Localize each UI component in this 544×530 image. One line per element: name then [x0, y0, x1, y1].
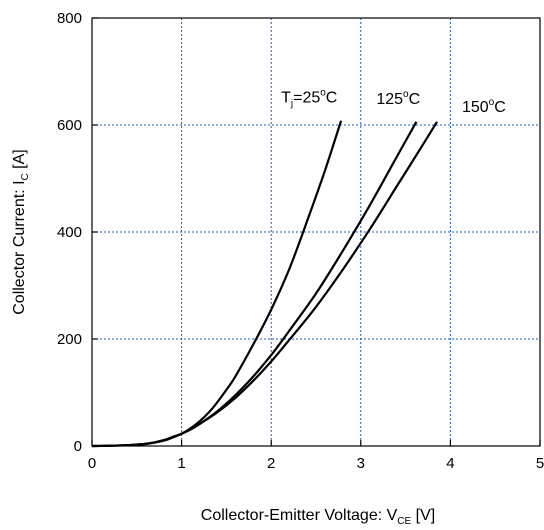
series-line: [91, 121, 418, 448]
series-line: [91, 120, 343, 448]
x-tick-label: 5: [536, 455, 544, 472]
series-label: Tj=25oC: [281, 88, 337, 110]
x-axis-label: Collector-Emitter Voltage: VCE [V]: [201, 507, 435, 527]
y-tick-label: 400: [57, 224, 82, 241]
series-label: 125oC: [376, 89, 420, 108]
grid: [92, 18, 540, 446]
y-tick-label: 600: [57, 117, 82, 134]
series-lines: [91, 120, 438, 448]
y-tick-label: 800: [57, 10, 82, 27]
x-tick-label: 0: [88, 455, 96, 472]
ticks: 0 1 2 3 4 5 0 200 400 600 800: [57, 10, 544, 472]
x-tick-label: 1: [177, 455, 185, 472]
y-tick-label: 200: [57, 331, 82, 348]
x-tick-label: 3: [357, 455, 365, 472]
x-tick-label: 4: [446, 455, 454, 472]
series-line: [91, 121, 438, 448]
y-tick-label: 0: [74, 438, 82, 455]
y-axis-label: Collector Current: IC [A]: [11, 149, 31, 315]
curve-labels: Tj=25oC 125oC 150oC: [281, 88, 506, 116]
x-tick-label: 2: [267, 455, 275, 472]
series-label: 150oC: [462, 97, 506, 116]
